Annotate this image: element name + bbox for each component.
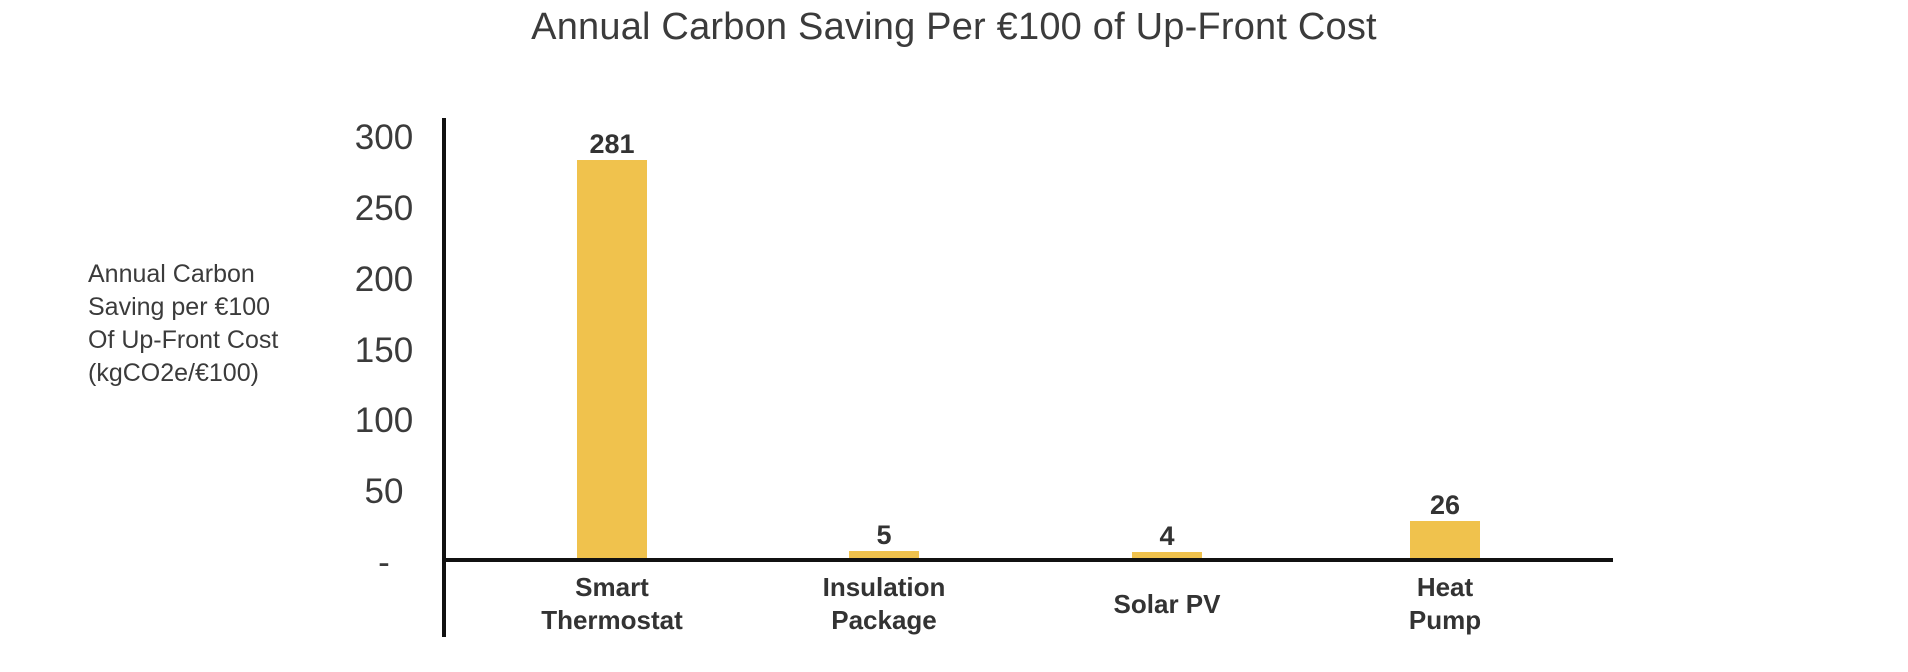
value-label-heat-pump: 26: [1429, 490, 1461, 520]
category-label-line: Smart: [575, 572, 649, 602]
value-label-insulation-package: 5: [876, 520, 892, 550]
category-label-line: Pump: [1408, 605, 1482, 635]
y-axis-title-line-3: Of Up-Front Cost: [88, 326, 279, 354]
category-label-line: Insulation: [822, 572, 946, 602]
category-label-line: Solar PV: [1113, 588, 1221, 619]
y-tick-label-300: 300: [354, 118, 414, 157]
value-label-solar-pv: 4: [1159, 521, 1175, 551]
y-tick-label-100: 100: [354, 401, 414, 440]
category-label-line: Package: [831, 605, 937, 635]
chart-title: Annual Carbon Saving Per €100 of Up-Fron…: [531, 6, 1377, 48]
y-axis-title: Annual Carbon Saving per €100 Of Up-Fron…: [88, 258, 278, 390]
y-axis-title-line-1: Annual Carbon: [88, 260, 255, 288]
y-tick-label-200: 200: [354, 260, 414, 299]
value-label-smart-thermostat: 281: [589, 129, 635, 159]
y-tick-label-250: 250: [354, 189, 414, 228]
y-tick-label-150: 150: [354, 331, 414, 370]
y-tick-label--: -: [378, 543, 390, 582]
x-axis-line: [442, 558, 1613, 562]
y-tick-label-50: 50: [364, 472, 404, 511]
y-axis-title-line-2: Saving per €100: [88, 293, 271, 321]
category-label-smart-thermostat: Smart Thermostat: [541, 570, 683, 638]
bar-insulation-package: [849, 551, 919, 558]
bar-smart-thermostat: [577, 160, 647, 558]
bar-heat-pump: [1410, 521, 1480, 558]
y-axis-title-line-4: (kgCO2e/€100): [88, 359, 259, 387]
category-label-insulation-package: Insulation Package: [823, 570, 946, 638]
y-axis-line: [442, 118, 446, 637]
category-label-solar-pv: Solar PV: [1114, 570, 1221, 638]
category-label-heat-pump: Heat Pump: [1409, 570, 1481, 638]
category-label-line: Heat: [1416, 572, 1474, 602]
category-label-line: Thermostat: [541, 605, 683, 635]
bar-solar-pv: [1132, 552, 1202, 558]
